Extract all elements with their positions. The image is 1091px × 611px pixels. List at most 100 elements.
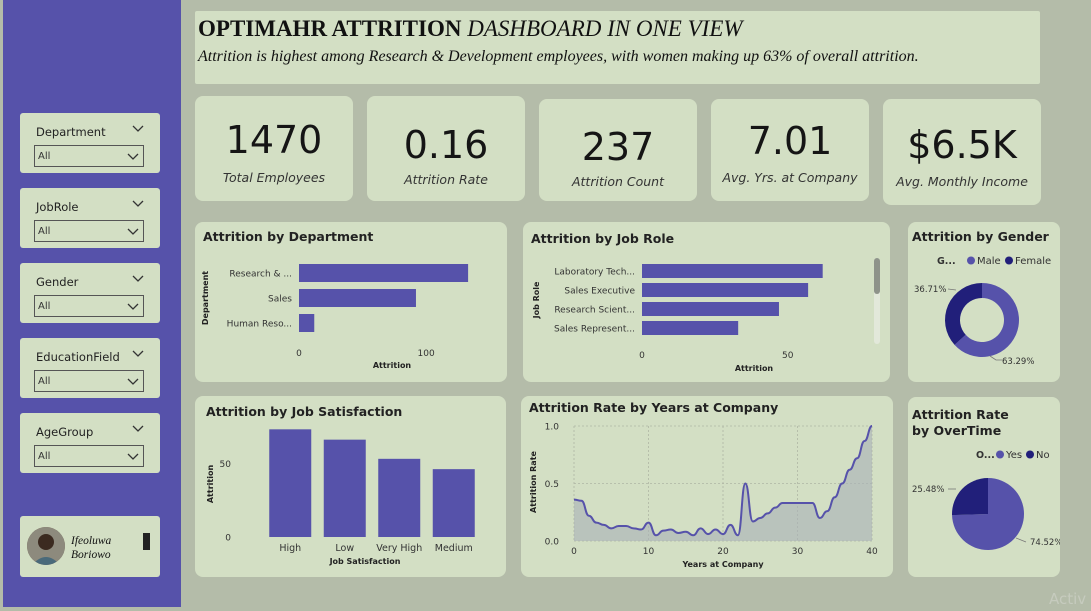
x-axis-title: Job Satisfaction [329, 557, 401, 566]
legend-marker [996, 450, 1004, 459]
filter-dropdown[interactable]: All [34, 295, 144, 317]
kpi-label: Attrition Count [571, 174, 664, 189]
pie-slice[interactable] [952, 478, 1024, 550]
user-marker [143, 533, 150, 550]
chevron-down-icon[interactable] [132, 422, 144, 434]
legend-title: G... [937, 256, 956, 267]
filter-label: EducationField [36, 350, 120, 364]
bar[interactable] [323, 439, 366, 537]
filter-value: All [38, 151, 51, 162]
category-label: Medium [435, 543, 473, 554]
bar[interactable] [432, 469, 475, 537]
page-title-bold: OPTIMAHR ATTRITION [198, 16, 462, 41]
filter-agegroup[interactable]: AgeGroup All [20, 413, 160, 473]
category-label: High [279, 543, 301, 554]
x-tick-label: 20 [717, 547, 729, 557]
chevron-down-icon[interactable] [132, 122, 144, 134]
x-axis-title: Years at Company [681, 560, 764, 569]
bar[interactable] [299, 264, 469, 282]
chevron-down-icon [127, 378, 139, 385]
bar[interactable] [269, 429, 312, 537]
y-axis-title: Attrition [206, 465, 215, 504]
chart-title: Attrition by Gender [912, 229, 1049, 244]
chart-card-gender: Attrition by Gender G... Male Female 63.29%… [908, 222, 1060, 382]
x-tick-label: 10 [643, 547, 655, 557]
x-tick-label: 50 [782, 351, 794, 361]
bar[interactable] [642, 321, 739, 335]
chevron-down-icon[interactable] [132, 347, 144, 359]
y-tick-label: 0 [225, 534, 231, 544]
page-subtitle: Attrition is highest among Research & De… [198, 48, 919, 65]
bar[interactable] [642, 283, 809, 297]
filter-department[interactable]: Department All [20, 113, 160, 173]
data-label: 36.71% [914, 285, 946, 295]
y-tick-label: 1.0 [545, 423, 560, 433]
page-title: OPTIMAHR ATTRITION DASHBOARD IN ONE VIEW [198, 16, 743, 42]
filter-value: All [38, 226, 51, 237]
chart-jobrole: Laboratory Tech... Sales Executive Researc… [532, 264, 823, 373]
scrollbar-thumb[interactable] [874, 258, 880, 294]
legend-label: Yes [1005, 450, 1022, 461]
y-axis-title: Job Role [532, 281, 541, 319]
filter-dropdown[interactable]: All [34, 370, 144, 392]
leader-line [947, 288, 957, 291]
filter-label: Department [36, 125, 106, 139]
chevron-down-icon [127, 228, 139, 235]
user-card[interactable]: Ifeoluwa Boriowo [20, 516, 160, 577]
series-line[interactable] [573, 425, 873, 537]
bar[interactable] [378, 458, 421, 537]
filter-value: All [38, 301, 51, 312]
chevron-down-icon [127, 303, 139, 310]
pie-slice[interactable] [952, 478, 988, 516]
x-tick-label: 40 [866, 547, 878, 557]
data-label: 25.48% [912, 485, 944, 495]
category-label: Sales Executive [564, 287, 635, 297]
chevron-down-icon[interactable] [132, 197, 144, 209]
category-label: Human Reso... [227, 320, 292, 330]
category-label: Very High [376, 543, 422, 554]
pie-slice[interactable] [945, 283, 982, 345]
x-tick-label: 30 [792, 547, 804, 557]
chart-title: Attrition by Department [203, 229, 374, 244]
chart-department: Research & ... Sales Human Reso... 0 100 Attr… [201, 264, 469, 370]
kpi-avg-years: 7.01 Avg. Yrs. at Company [711, 99, 869, 201]
kpi-value: 0.16 [403, 123, 489, 167]
filter-gender[interactable]: Gender All [20, 263, 160, 323]
chart-title: Attrition Rate by OverTime [912, 407, 1009, 438]
category-label: Research Scient... [554, 306, 635, 316]
y-tick-label: 0.5 [545, 480, 559, 490]
chevron-down-icon[interactable] [132, 272, 144, 284]
kpi-value: 237 [581, 125, 655, 169]
chart-title: Attrition by Job Satisfaction [206, 404, 403, 419]
watermark: Activ [1049, 590, 1087, 608]
filter-dropdown[interactable]: All [34, 445, 144, 467]
bar[interactable] [642, 264, 823, 278]
filter-dropdown[interactable]: All [34, 145, 144, 167]
y-axis-title: Department [201, 271, 210, 325]
y-tick-label: 50 [220, 460, 232, 470]
pie-slice[interactable] [954, 283, 1019, 357]
chart-satisfaction: High Low Very High Medium 0 50 Job Satisfactio… [206, 429, 475, 566]
legend-label: Male [977, 256, 1001, 267]
chart-overtime: O... Yes No 74.52% 25.48% [912, 450, 1060, 550]
chart-card-department: Attrition by Department Research & ... Sa… [195, 222, 507, 382]
kpi-value: 1470 [225, 118, 323, 162]
title-card: OPTIMAHR ATTRITION DASHBOARD IN ONE VIEW… [195, 11, 1040, 84]
kpi-total-employees: 1470 Total Employees [195, 96, 353, 201]
y-tick-label: 0.0 [545, 538, 560, 548]
bar[interactable] [642, 302, 779, 316]
chart-years: 0.0 0.5 1.0 0 10 20 30 40 Years at Company Attrit… [529, 423, 878, 570]
x-tick-label: 0 [296, 349, 302, 359]
legend-label: Female [1015, 256, 1051, 267]
scrollbar-track[interactable] [874, 258, 880, 344]
x-axis-title: Attrition [373, 361, 412, 370]
legend-marker [1005, 256, 1013, 265]
page-title-italic: DASHBOARD IN ONE VIEW [467, 16, 743, 41]
filter-dropdown[interactable]: All [34, 220, 144, 242]
filter-jobrole[interactable]: JobRole All [20, 188, 160, 248]
kpi-value: $6.5K [907, 123, 1017, 167]
bar[interactable] [299, 314, 315, 332]
category-label: Sales Represent... [554, 325, 635, 335]
filter-educationfield[interactable]: EducationField All [20, 338, 160, 398]
bar[interactable] [299, 289, 416, 307]
